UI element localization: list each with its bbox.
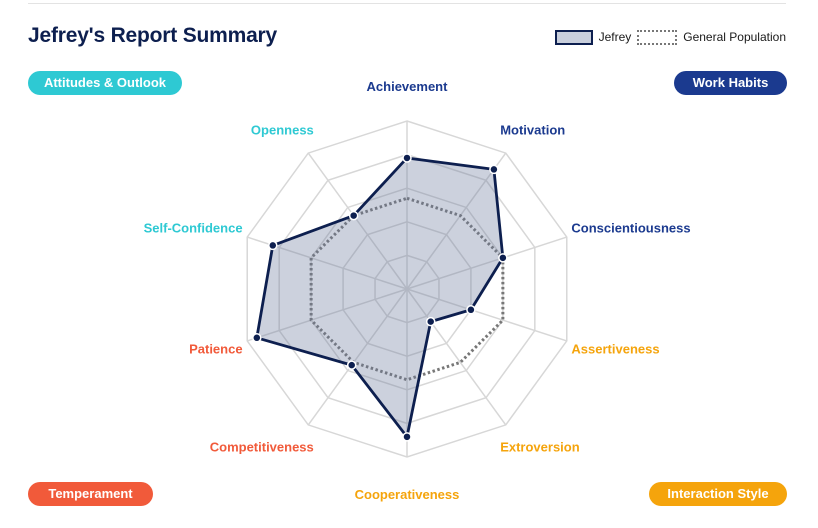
legend-swatch-jefrey	[554, 29, 593, 45]
axis-label-cooperativeness: Cooperativeness	[355, 487, 460, 502]
top-divider	[28, 3, 786, 4]
axis-label-self-confidence: Self-Confidence	[144, 220, 243, 235]
category-pill-attitudes[interactable]: Attitudes & Outlook	[28, 71, 182, 95]
point-jefrey-competitiveness[interactable]	[346, 360, 357, 370]
legend-swatch-population	[637, 29, 678, 45]
axis-label-patience: Patience	[189, 342, 242, 357]
category-pill-work-habits[interactable]: Work Habits	[674, 71, 787, 95]
point-jefrey-patience[interactable]	[252, 333, 262, 343]
point-jefrey-achievement[interactable]	[402, 153, 412, 163]
grid-spoke	[406, 288, 568, 342]
legend: Jefrey General Population	[554, 27, 786, 47]
grid-spoke	[307, 152, 408, 290]
legend-label-population: General Population	[683, 30, 786, 44]
point-jefrey-openness[interactable]	[348, 210, 359, 221]
page-title: Jefrey's Report Summary	[28, 24, 277, 47]
category-pill-temperament[interactable]: Temperament	[28, 482, 153, 506]
point-jefrey-self-confidence[interactable]	[268, 240, 278, 251]
grid-spoke	[406, 152, 507, 290]
axis-label-competitiveness: Competitiveness	[210, 440, 314, 455]
point-jefrey-cooperativeness[interactable]	[402, 432, 412, 442]
axis-label-openness: Openness	[251, 122, 314, 137]
series-jefrey	[255, 156, 505, 439]
legend-label-jefrey: Jefrey	[598, 30, 632, 44]
axis-label-assertiveness: Assertiveness	[571, 342, 659, 357]
point-jefrey-assertiveness[interactable]	[466, 305, 476, 315]
point-jefrey-extroversion[interactable]	[425, 316, 436, 327]
grid-spoke	[307, 288, 408, 426]
grid-spoke	[406, 236, 568, 290]
series-general-population	[309, 196, 505, 382]
axis-label-motivation: Motivation	[500, 122, 565, 137]
axis-label-achievement: Achievement	[367, 79, 449, 94]
category-pill-interaction[interactable]: Interaction Style	[649, 482, 787, 506]
grid-spoke	[246, 288, 408, 342]
grid-spoke	[406, 288, 507, 426]
axis-label-extroversion: Extroversion	[500, 440, 580, 455]
axis-label-conscientiousness: Conscientiousness	[571, 220, 690, 235]
point-jefrey-conscientiousness[interactable]	[498, 253, 508, 263]
point-jefrey-motivation[interactable]	[489, 164, 499, 175]
